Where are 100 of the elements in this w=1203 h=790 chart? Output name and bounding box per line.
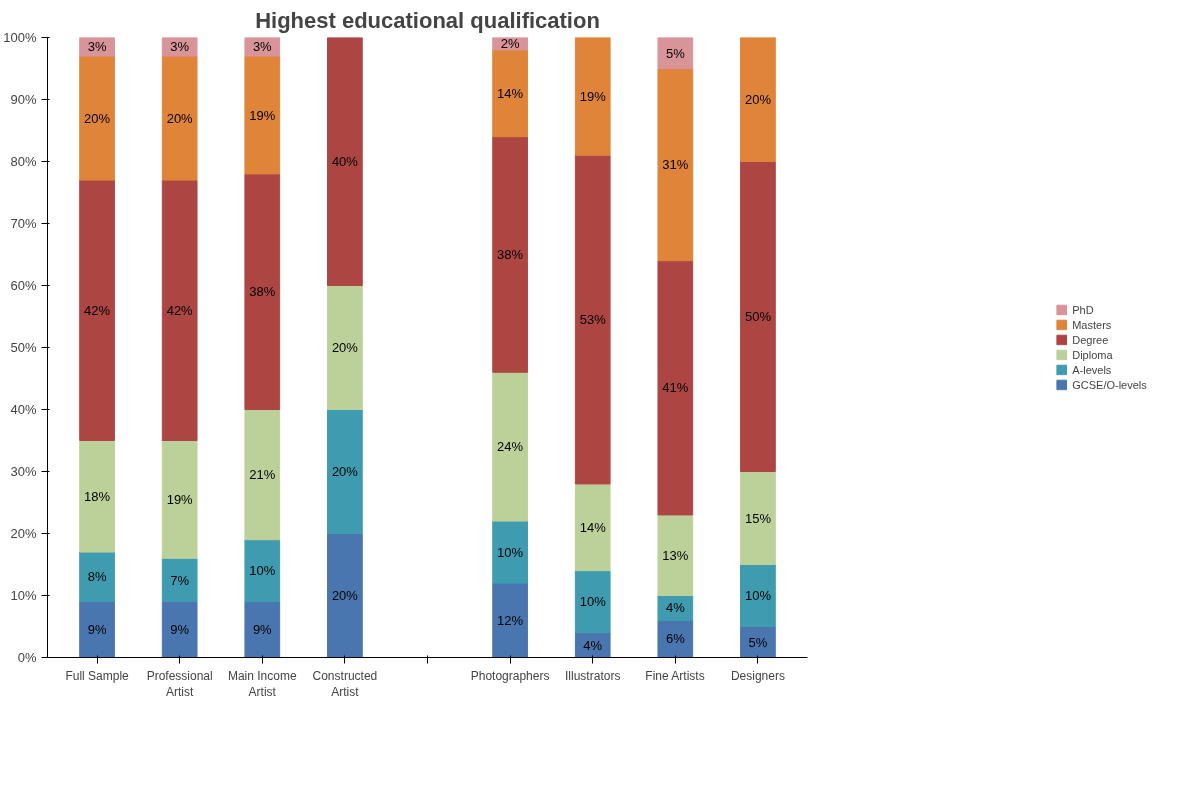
data-label: 20% <box>744 92 772 107</box>
data-label: 7% <box>170 572 190 588</box>
data-label: 9% <box>87 622 107 638</box>
legend-label: Masters <box>1072 318 1112 331</box>
x-tick-label: Illustrators <box>565 668 621 683</box>
x-tick-label: Photographers <box>470 668 550 683</box>
y-tick-label: 40% <box>10 402 37 417</box>
data-label: 53% <box>579 312 607 328</box>
bar <box>492 520 528 584</box>
bar <box>244 173 281 410</box>
bar <box>161 601 198 658</box>
y-tick-label: 80% <box>10 154 37 169</box>
data-label: 4% <box>583 637 603 653</box>
data-label: 19% <box>249 107 276 123</box>
bar <box>327 285 363 410</box>
bar <box>657 260 694 516</box>
data-label: 3% <box>170 39 190 55</box>
data-label: 20% <box>331 464 359 479</box>
bar <box>574 483 611 572</box>
data-label: 14% <box>579 519 607 535</box>
data-label: 41% <box>662 380 689 396</box>
y-tick-label: 60% <box>10 278 37 293</box>
data-label: 10% <box>579 594 607 610</box>
data-label: 24% <box>497 439 524 455</box>
y-tick-label: 100% <box>3 30 37 45</box>
bar <box>79 551 115 603</box>
bar <box>740 37 776 162</box>
x-tick-label: Constructed Artist <box>312 668 378 700</box>
data-label: 42% <box>166 302 194 318</box>
data-label: 3% <box>252 39 273 55</box>
data-label: 19% <box>579 88 607 104</box>
data-label: 20% <box>331 588 359 603</box>
data-label: 10% <box>744 588 772 603</box>
bar <box>492 371 528 522</box>
bar <box>79 55 115 181</box>
bar <box>574 37 611 156</box>
x-tick-label: Main Income Artist <box>227 668 297 700</box>
chart-title: Highest educational qualification <box>255 7 600 33</box>
data-label: 19% <box>166 491 194 507</box>
data-label: 9% <box>170 622 190 638</box>
legend-label: Diploma <box>1072 348 1113 361</box>
data-label: 21% <box>249 467 276 483</box>
data-label: 14% <box>497 85 524 101</box>
bar <box>161 55 198 181</box>
bar <box>574 570 611 634</box>
legend-label: A-levels <box>1072 363 1112 376</box>
y-tick-label: 20% <box>10 526 37 541</box>
bar <box>244 539 281 603</box>
bar <box>657 68 694 262</box>
bar <box>740 471 776 565</box>
data-label: 18% <box>84 488 111 504</box>
data-label: 2% <box>500 36 520 52</box>
data-label: 20% <box>166 110 194 126</box>
bar <box>161 557 198 603</box>
bar <box>492 582 528 658</box>
data-label: 20% <box>331 340 359 355</box>
legend-label: Degree <box>1072 333 1109 346</box>
data-label: 38% <box>497 247 524 262</box>
bar <box>740 564 776 627</box>
data-label: 13% <box>662 547 689 563</box>
x-tick-label: Professional Artist <box>146 668 213 700</box>
y-tick-label: 70% <box>10 216 37 231</box>
bar <box>327 533 363 658</box>
data-label: 12% <box>497 612 524 628</box>
data-label: 10% <box>497 544 524 560</box>
bar <box>79 601 115 658</box>
bar <box>244 601 281 658</box>
data-label: 20% <box>84 110 111 126</box>
data-label: 50% <box>744 309 772 324</box>
x-tick-label: Fine Artists <box>645 668 705 683</box>
bar <box>79 440 115 553</box>
bar <box>492 49 528 138</box>
x-tick-label: Full Sample <box>65 668 130 683</box>
data-label: 15% <box>744 510 772 526</box>
bar <box>327 409 363 534</box>
data-label: 6% <box>665 631 686 647</box>
y-tick-label: 90% <box>10 92 37 107</box>
y-tick-label: 10% <box>10 588 37 603</box>
data-label: 9% <box>252 622 273 638</box>
legend-label: PhD <box>1072 303 1094 316</box>
y-tick-label: 0% <box>17 650 37 665</box>
data-label: 31% <box>662 157 689 173</box>
bar <box>327 37 363 286</box>
data-label: 42% <box>84 302 111 318</box>
x-tick-label: Designers <box>730 668 785 683</box>
bar <box>244 55 281 175</box>
data-label: 5% <box>748 634 768 650</box>
bar <box>244 409 281 541</box>
y-tick-label: 50% <box>10 340 37 355</box>
bar <box>161 179 198 441</box>
data-label: 10% <box>249 563 276 579</box>
data-label: 38% <box>249 284 276 300</box>
data-label: 40% <box>331 154 359 169</box>
bar <box>492 136 528 373</box>
bar <box>657 514 694 596</box>
legend-label: GCSE/O-levels <box>1072 378 1147 391</box>
bar <box>574 154 611 485</box>
data-label: 8% <box>87 569 107 585</box>
y-tick-label: 30% <box>10 464 37 479</box>
data-label: 5% <box>665 45 686 61</box>
